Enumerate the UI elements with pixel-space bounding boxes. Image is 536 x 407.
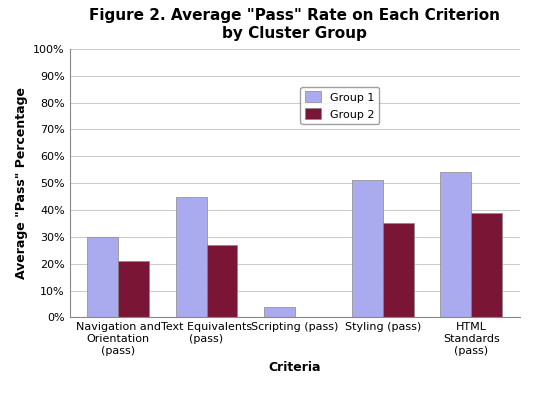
Title: Figure 2. Average "Pass" Rate on Each Criterion
by Cluster Group: Figure 2. Average "Pass" Rate on Each Cr… [90, 8, 500, 41]
Bar [176, 197, 206, 317]
Legend: Group 1, Group 2: Group 1, Group 2 [300, 87, 379, 124]
Bar [206, 245, 237, 317]
Bar [118, 261, 149, 317]
Bar [87, 237, 118, 317]
Y-axis label: Average "Pass" Percentage: Average "Pass" Percentage [14, 87, 28, 279]
Bar [383, 223, 414, 317]
Bar [352, 180, 383, 317]
Bar [441, 173, 471, 317]
X-axis label: Criteria: Criteria [269, 361, 321, 374]
Bar [264, 307, 295, 317]
Bar [471, 213, 502, 317]
